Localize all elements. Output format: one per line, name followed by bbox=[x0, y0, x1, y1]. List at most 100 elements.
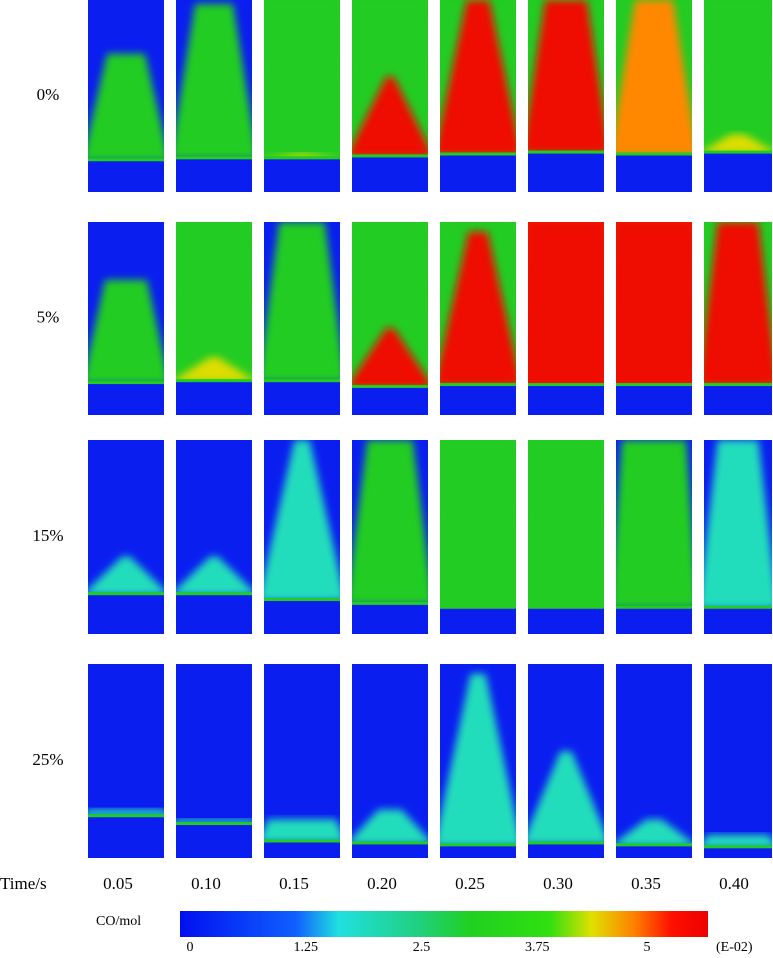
core bbox=[440, 231, 516, 387]
bed-surface bbox=[528, 841, 604, 846]
contour-panel bbox=[528, 0, 604, 192]
bed bbox=[352, 604, 428, 634]
time-label: 0.05 bbox=[103, 874, 133, 893]
panel-content bbox=[88, 222, 164, 415]
bed bbox=[704, 386, 772, 415]
contour-panel bbox=[88, 664, 164, 858]
colorbar-label: CO/mol bbox=[96, 914, 141, 929]
panel-content bbox=[176, 222, 252, 415]
bed-surface bbox=[352, 384, 428, 389]
contour-panel bbox=[352, 664, 428, 858]
bed bbox=[176, 825, 252, 858]
contour-panel bbox=[352, 0, 428, 192]
bed bbox=[528, 844, 604, 858]
core bbox=[352, 76, 428, 158]
bed-surface bbox=[704, 150, 772, 155]
core bbox=[704, 222, 772, 387]
contour-panel bbox=[440, 440, 516, 634]
core bbox=[704, 134, 772, 154]
panel-content bbox=[528, 440, 604, 634]
bed-surface bbox=[528, 383, 604, 388]
panel-content bbox=[528, 222, 604, 415]
contour-panel bbox=[264, 440, 340, 634]
bed-surface bbox=[440, 152, 516, 157]
contour-panel bbox=[264, 664, 340, 858]
contour-panel bbox=[704, 0, 772, 192]
bed bbox=[352, 157, 428, 192]
bed-surface bbox=[88, 814, 164, 819]
panel-content bbox=[528, 0, 604, 192]
bed-surface bbox=[616, 383, 692, 388]
bed-surface bbox=[352, 154, 428, 159]
bed bbox=[352, 387, 428, 415]
plume bbox=[176, 556, 252, 596]
bed-surface bbox=[88, 381, 164, 386]
bed bbox=[264, 601, 340, 634]
panel-content bbox=[704, 664, 772, 858]
bed-surface bbox=[264, 156, 340, 161]
contour-panel bbox=[616, 0, 692, 192]
time-label: 0.40 bbox=[719, 874, 749, 893]
bed bbox=[704, 608, 772, 634]
bed bbox=[440, 608, 516, 634]
bed-surface bbox=[704, 845, 772, 850]
bed bbox=[704, 153, 772, 192]
bed bbox=[176, 595, 252, 634]
plume bbox=[704, 834, 772, 849]
bed-surface bbox=[352, 841, 428, 846]
panel-content bbox=[440, 440, 516, 634]
bed-surface bbox=[88, 158, 164, 163]
panel-content bbox=[264, 664, 340, 858]
panel-content bbox=[88, 0, 164, 192]
panel-content bbox=[352, 440, 428, 634]
bed bbox=[176, 382, 252, 415]
contour-panel bbox=[704, 222, 772, 415]
plume bbox=[352, 222, 428, 388]
contour-panel bbox=[88, 222, 164, 415]
contour-panel bbox=[264, 0, 340, 192]
row-label: 15% bbox=[32, 526, 63, 545]
panel-content bbox=[88, 664, 164, 858]
bed bbox=[440, 846, 516, 858]
bed-surface bbox=[88, 592, 164, 597]
bed bbox=[528, 386, 604, 415]
plume bbox=[528, 751, 604, 845]
bed-surface bbox=[176, 822, 252, 827]
bed-surface bbox=[616, 152, 692, 157]
bed-surface bbox=[616, 605, 692, 610]
bed-surface bbox=[704, 605, 772, 610]
bed-surface bbox=[264, 839, 340, 844]
contour-panel bbox=[176, 222, 252, 415]
colorbar-tick-label: 3.75 bbox=[525, 940, 550, 955]
bed bbox=[264, 842, 340, 858]
contour-panel bbox=[440, 0, 516, 192]
contour-panel bbox=[704, 664, 772, 858]
core bbox=[616, 0, 692, 156]
row-label: 0% bbox=[37, 85, 60, 104]
plume bbox=[616, 222, 692, 387]
plume bbox=[264, 222, 340, 383]
panel-content bbox=[88, 440, 164, 634]
contour-panel bbox=[528, 440, 604, 634]
bed bbox=[528, 608, 604, 634]
panel-content bbox=[440, 0, 516, 192]
time-label: 0.10 bbox=[191, 874, 221, 893]
bed bbox=[616, 155, 692, 192]
panel-content bbox=[264, 440, 340, 634]
contour-panel bbox=[616, 440, 692, 634]
panel-content bbox=[264, 222, 340, 415]
bed-surface bbox=[352, 601, 428, 606]
bed-surface bbox=[176, 379, 252, 384]
contour-panel bbox=[616, 222, 692, 415]
panel-content bbox=[704, 222, 772, 415]
contour-panel bbox=[528, 222, 604, 415]
panel-content bbox=[176, 664, 252, 858]
panel-content bbox=[440, 222, 516, 415]
bed-surface bbox=[176, 156, 252, 161]
panel-content bbox=[352, 222, 428, 415]
time-label: 0.35 bbox=[631, 874, 661, 893]
bed bbox=[176, 159, 252, 192]
contour-panel bbox=[352, 222, 428, 415]
plume bbox=[616, 440, 692, 609]
bed-surface bbox=[264, 598, 340, 603]
